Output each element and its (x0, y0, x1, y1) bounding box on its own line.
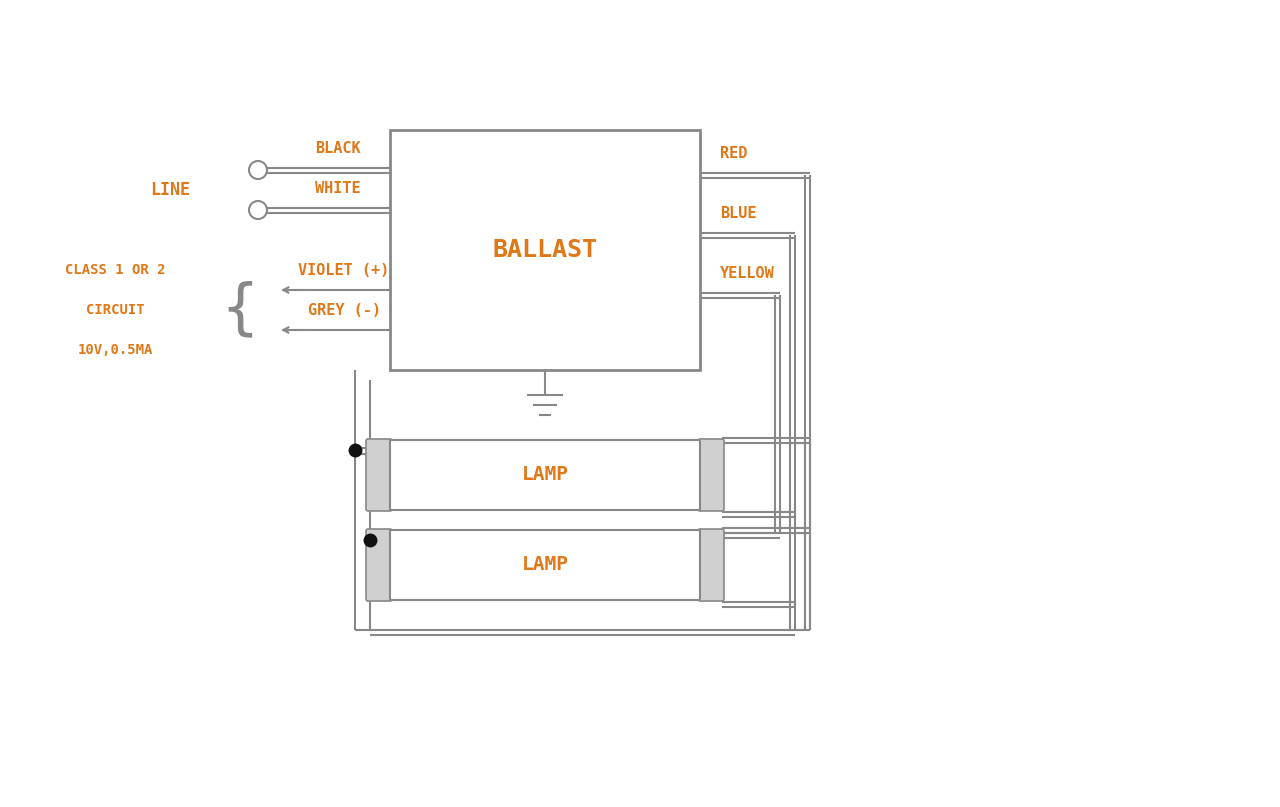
Text: RED: RED (719, 146, 748, 161)
Bar (390, 130, 700, 370)
Bar (390, 440, 700, 510)
Text: GREY (-): GREY (-) (307, 303, 380, 318)
Text: 10V,0.5MA: 10V,0.5MA (77, 343, 152, 357)
Text: YELLOW: YELLOW (719, 266, 774, 281)
Text: WHITE: WHITE (315, 181, 361, 196)
Text: VIOLET (+): VIOLET (+) (298, 263, 389, 278)
Text: CLASS 1 OR 2: CLASS 1 OR 2 (65, 263, 165, 277)
Text: LAMP: LAMP (521, 466, 568, 484)
Text: {: { (220, 281, 260, 340)
FancyBboxPatch shape (366, 439, 392, 511)
FancyBboxPatch shape (698, 529, 724, 601)
Text: BLACK: BLACK (315, 141, 361, 156)
Text: CIRCUIT: CIRCUIT (86, 303, 145, 317)
Text: LINE: LINE (150, 181, 189, 199)
Text: LAMP: LAMP (521, 555, 568, 575)
Text: BALLAST: BALLAST (493, 238, 598, 262)
Text: BLUE: BLUE (719, 206, 756, 221)
FancyBboxPatch shape (366, 529, 392, 601)
Bar (390, 530, 700, 600)
FancyBboxPatch shape (698, 439, 724, 511)
